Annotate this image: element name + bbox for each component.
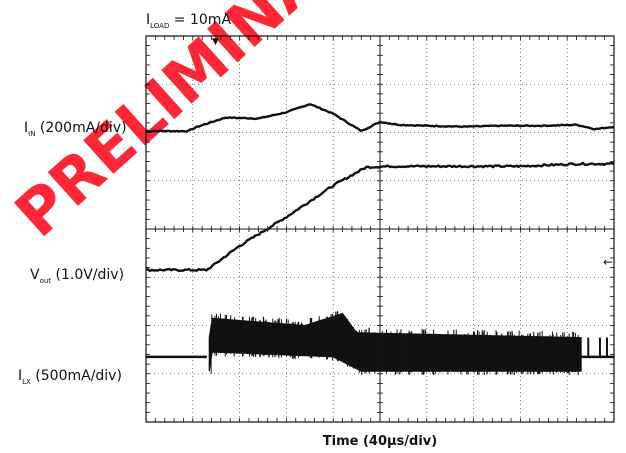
series-label-iin-main: I — [24, 120, 28, 136]
series-label-iin-sub: IN — [28, 130, 35, 138]
iin-trace — [145, 103, 615, 133]
vout-trace — [145, 161, 615, 273]
series-label-vout-sub: out — [40, 277, 52, 285]
series-label-vout-rest: (1.0V/div) — [51, 267, 124, 283]
annotation-sub: LOAD — [150, 22, 169, 30]
x-axis-label: Time (40µs/div) — [323, 434, 437, 449]
series-label-ilx-sub: LX — [22, 378, 31, 386]
series-label-ilx-main: I — [18, 368, 22, 384]
ground-marker: ← — [603, 255, 613, 269]
waveform-traces — [145, 103, 615, 376]
trigger-marker: ▼ — [212, 37, 219, 47]
series-label-ilx-rest: (500mA/div) — [31, 368, 122, 384]
series-label-iin-rest: (200mA/div) — [35, 120, 126, 136]
annotation-rest: = 10mA — [169, 12, 231, 28]
series-label-ilx: ILX (500mA/div) — [18, 368, 122, 386]
annotation-main: I — [146, 12, 150, 28]
series-label-vout-main: V — [30, 267, 40, 283]
series-label-vout: Vout (1.0V/div) — [30, 267, 124, 285]
load-annotation: ILOAD = 10mA — [146, 12, 231, 30]
series-label-iin: IIN (200mA/div) — [24, 120, 127, 138]
